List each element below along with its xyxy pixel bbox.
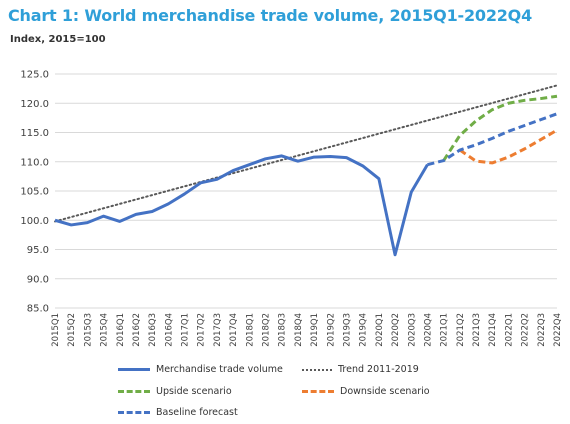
series-baseline-line <box>427 112 558 167</box>
x-tick-label: 2019Q1 <box>310 313 320 347</box>
x-tick-label: 2017Q3 <box>213 313 223 347</box>
y-tick-label: 95.0 <box>27 245 49 256</box>
y-axis-ticks: 85.0 90.0 95.0 100.0 105.0 110.0 115.0 120.0 125… <box>20 70 49 315</box>
x-tick-label: 2022Q4 <box>553 313 563 347</box>
x-tick-label: 2021Q4 <box>488 313 498 347</box>
y-tick-label: 125.0 <box>20 70 49 81</box>
series-lines <box>54 84 558 257</box>
x-tick-label: 2019Q4 <box>359 313 369 347</box>
x-tick-label: 2018Q2 <box>262 313 272 347</box>
x-tick-label: 2015Q2 <box>67 313 77 347</box>
x-tick-label: 2017Q2 <box>197 313 207 347</box>
x-tick-label: 2021Q3 <box>472 313 482 347</box>
x-tick-label: 2016Q1 <box>116 313 126 347</box>
y-tick-label: 100.0 <box>20 216 49 227</box>
x-tick-label: 2019Q2 <box>326 313 336 347</box>
series-upside-line <box>442 94 558 162</box>
x-tick-label: 2015Q1 <box>51 313 61 347</box>
x-tick-label: 2021Q2 <box>456 313 466 347</box>
x-tick-label: 2020Q1 <box>375 313 385 347</box>
series-merchandise-line <box>54 154 429 257</box>
series-downside-line <box>458 128 558 165</box>
x-tick-label: 2016Q2 <box>132 313 142 347</box>
x-tick-label: 2015Q3 <box>83 313 93 347</box>
x-tick-label: 2020Q4 <box>423 313 433 347</box>
x-tick-label: 2022Q2 <box>521 313 531 347</box>
x-tick-label: 2019Q3 <box>342 313 352 347</box>
x-tick-label: 2016Q3 <box>148 313 158 347</box>
y-tick-label: 85.0 <box>27 304 49 315</box>
x-tick-label: 2020Q2 <box>391 313 401 347</box>
series-trend-line <box>54 84 558 223</box>
x-tick-label: 2020Q3 <box>407 313 417 347</box>
x-tick-label: 2016Q4 <box>164 313 174 347</box>
x-tick-label: 2018Q4 <box>294 313 304 347</box>
x-tick-label: 2015Q4 <box>100 313 110 347</box>
y-tick-label: 105.0 <box>20 187 49 198</box>
y-tick-label: 110.0 <box>20 157 49 168</box>
chart-title: Chart 1: World merchandise trade volume,… <box>8 6 533 25</box>
y-tick-label: 90.0 <box>27 274 49 285</box>
chart-subtitle: Index, 2015=100 <box>10 34 106 45</box>
x-tick-label: 2018Q3 <box>278 313 288 347</box>
x-tick-label: 2022Q3 <box>537 313 547 347</box>
x-tick-label: 2017Q1 <box>181 313 191 347</box>
x-axis-ticks: 2015Q1 2015Q2 2015Q3 2015Q4 2016Q1 2016Q2 2016… <box>51 313 563 347</box>
x-tick-label: 2018Q1 <box>245 313 255 347</box>
x-tick-label: 2017Q4 <box>229 313 239 347</box>
x-tick-label: 2021Q1 <box>440 313 450 347</box>
y-tick-label: 115.0 <box>20 128 49 139</box>
gridlines <box>55 73 557 309</box>
x-tick-label: 2022Q1 <box>504 313 514 347</box>
y-tick-label: 120.0 <box>20 99 49 110</box>
